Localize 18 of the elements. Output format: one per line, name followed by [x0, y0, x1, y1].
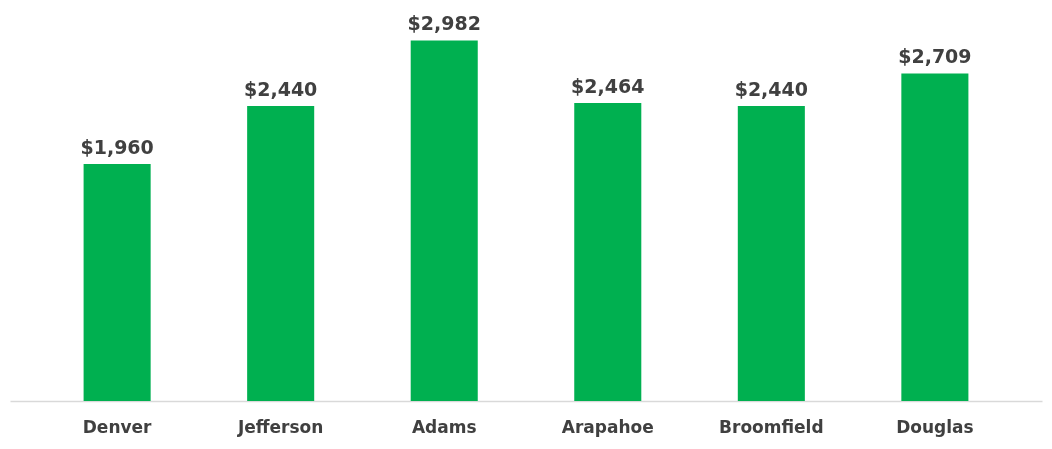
x-tick-label: Broomfield	[719, 416, 824, 437]
data-label: $2,709	[898, 45, 972, 68]
bar	[901, 73, 969, 401]
bar	[247, 105, 315, 401]
bar	[83, 164, 151, 401]
x-tick-label: Denver	[82, 416, 153, 437]
x-tick-label: Arapahoe	[561, 416, 654, 437]
x-tick-label: Jefferson	[236, 416, 324, 437]
x-tick-label: Douglas	[896, 416, 974, 437]
data-label: $2,440	[734, 77, 808, 100]
bar	[410, 40, 478, 401]
data-label: $2,982	[407, 12, 481, 35]
data-label: $2,464	[571, 75, 645, 98]
bar	[574, 103, 642, 401]
x-tick-label: Adams	[411, 416, 477, 437]
bar	[737, 105, 805, 401]
data-label: $1,960	[80, 136, 154, 159]
data-label: $2,440	[244, 77, 318, 100]
